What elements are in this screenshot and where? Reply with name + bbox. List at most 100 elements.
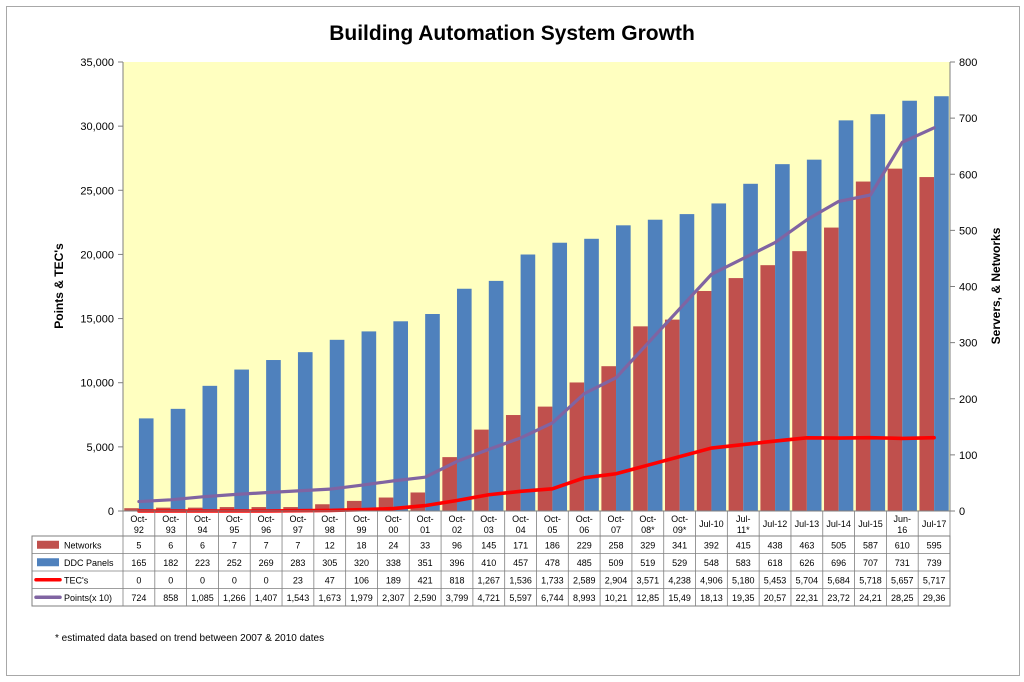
ddc-panels-bar [806,159,822,511]
ddc-panels-bar [584,238,599,512]
data-table-cell: 23 [293,575,303,585]
data-table-cell: 1,673 [318,593,341,603]
x-tick-label: 95 [229,525,239,535]
data-table-cell: 696 [831,558,846,568]
ddc-panels-bar [934,96,949,512]
data-table-cell: 351 [418,558,433,568]
data-table-cell: 283 [290,558,305,568]
data-table-cell: 12,85 [637,593,660,603]
networks-bar [855,181,871,512]
ddc-panels-bar [488,280,504,511]
x-tick-label: Oct- [576,514,593,524]
legend-label: Points(x 10) [64,593,112,603]
y-tick-label: 20,000 [80,249,114,261]
data-table-cell: 858 [163,593,178,603]
data-table-cell: 5,684 [827,575,850,585]
x-tick-label: 03 [484,525,494,535]
data-table-cell: 338 [386,558,401,568]
data-table-cell: 0 [136,575,141,585]
x-tick-label: Oct- [512,514,529,524]
data-table-cell: 421 [418,575,433,585]
data-table-cell: 2,307 [382,593,405,603]
data-table-cell: 5,717 [923,575,946,585]
networks-bar [824,227,839,511]
data-table-cell: 182 [163,558,178,568]
data-table-cell: 305 [322,558,337,568]
data-table-cell: 24 [388,540,398,550]
x-tick-label: 02 [452,525,462,535]
x-tick-label: 00 [388,525,398,535]
x-tick-label: 01 [420,525,430,535]
y2-tick-label: 700 [959,113,977,125]
data-table-cell: 396 [449,558,464,568]
ddc-panels-bar [711,203,727,511]
y2-tick-label: 100 [959,450,977,462]
x-tick-label: Jun- [894,514,912,524]
data-table-cell: 24,21 [859,593,882,603]
networks-bar [442,457,457,511]
y2-tick-label: 300 [959,338,977,350]
data-table-cell: 818 [449,575,464,585]
plot-area: 0 5,000 10,000 15,000 20,000 25,000 30,000 35,0… [80,57,977,518]
data-table-cell: 1,543 [287,593,310,603]
x-tick-label: Jul-14 [826,519,851,529]
y-axis-label: Points & TEC's [52,243,66,329]
x-tick-label: 94 [198,525,208,535]
y2-tick-label: 800 [959,57,977,69]
ddc-panels-bar [520,254,536,511]
x-tick-label: Oct- [671,514,688,524]
x-tick-label: Oct- [353,514,370,524]
data-table-cell: 47 [325,575,335,585]
legend-label: DDC Panels [64,558,114,568]
data-table-cell: 6 [200,540,205,550]
data-table-cell: 106 [354,575,369,585]
data-table-cell: 731 [895,558,910,568]
networks-bar [633,326,648,511]
x-tick-label: 07 [611,525,621,535]
x-tick-label: 06 [579,525,589,535]
data-table-cell: 478 [545,558,560,568]
data-table-cell: 29,36 [923,593,946,603]
data-table-cell: 485 [577,558,592,568]
ddc-panels-bar [266,360,281,511]
data-table-cell: 0 [232,575,237,585]
x-tick-label: Jul-17 [922,519,947,529]
ddc-panels-bar [202,385,218,511]
data-table-cell: 269 [259,558,274,568]
networks-bar [792,251,807,511]
data-table-cell: 8,993 [573,593,596,603]
data-table-cell: 329 [640,540,655,550]
data-table-cell: 0 [200,575,205,585]
data-table-cell: 583 [736,558,751,568]
data-table-cell: 618 [768,558,783,568]
x-tick-label: 08* [641,525,655,535]
x-tick-label: 09* [673,525,687,535]
x-tick-label: Oct- [417,514,434,524]
data-table-cell: 0 [264,575,269,585]
data-table-cell: 529 [672,558,687,568]
data-table-cell: 223 [195,558,210,568]
x-tick-label: Oct- [258,514,275,524]
x-tick-label: Oct- [194,514,211,524]
data-table-cell: 519 [640,558,655,568]
ddc-panels-bar [870,114,886,511]
networks-bar [537,406,553,511]
data-table-cell: 595 [927,540,942,550]
ddc-panels-bar [647,219,663,511]
x-tick-label: 99 [357,525,367,535]
x-tick-label: Oct- [289,514,306,524]
networks-bar [124,508,139,511]
networks-bar [760,265,776,511]
ddc-panels-bar [679,214,695,511]
data-table-cell: 1,733 [541,575,564,585]
data-table-cell: 2,589 [573,575,596,585]
data-table-cell: 739 [927,558,942,568]
data-table-cell: 320 [354,558,369,568]
x-tick-label: 04 [516,525,526,535]
data-table-cell: 5,180 [732,575,755,585]
data-table-cell: 252 [227,558,242,568]
y2-axis-label: Servers, & Networks [989,227,1003,344]
data-table-cell: 610 [895,540,910,550]
ddc-panels-bar [170,408,186,511]
